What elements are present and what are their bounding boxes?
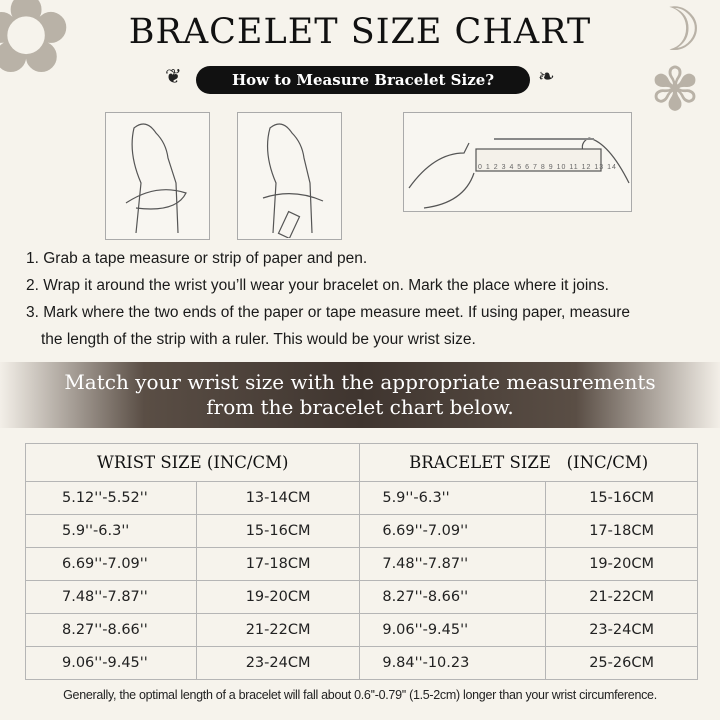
flourish-right-icon: ❧ xyxy=(538,66,555,88)
banner-line-1: Match your wrist size with the appropria… xyxy=(64,370,656,394)
instruction-list: 1. Grab a tape measure or strip of paper… xyxy=(26,245,630,353)
banner-line-2: from the bracelet chart below. xyxy=(206,395,514,419)
bracelet-inches: 5.9''-6.3'' xyxy=(359,481,547,515)
bracelet-inches: 9.06''-9.45'' xyxy=(359,613,547,647)
bracelet-inches: 7.48''-7.87'' xyxy=(359,547,547,581)
wrist-cm: 13-14CM xyxy=(195,481,361,515)
illustration-wrap-wrist xyxy=(105,112,210,240)
wrist-size-header: WRIST SIZE (INC/CM) xyxy=(24,443,361,482)
page-title: BRACELET SIZE CHART xyxy=(128,12,592,52)
step-1: 1. Grab a tape measure or strip of paper… xyxy=(26,250,368,267)
flourish-left-icon: ❦ xyxy=(165,66,182,88)
bracelet-inches: 6.69''-7.09'' xyxy=(359,514,547,548)
lotus-ornament-icon: ✿ xyxy=(0,0,73,96)
bracelet-size-header: BRACELET SIZE (INC/CM) xyxy=(359,443,698,482)
wrist-inches: 6.69''-7.09'' xyxy=(25,547,197,581)
illustration-mark-wrist xyxy=(237,112,342,240)
bracelet-inches: 9.84''-10.23 xyxy=(359,646,547,680)
bracelet-cm: 15-16CM xyxy=(545,481,698,515)
subtitle-pill: How to Measure Bracelet Size? xyxy=(196,66,530,94)
footer-note: Generally, the optimal length of a brace… xyxy=(63,688,657,702)
wrist-inches: 5.12''-5.52'' xyxy=(25,481,197,515)
wrist-inches: 9.06''-9.45'' xyxy=(25,646,197,680)
step-3: 3. Mark where the two ends of the paper … xyxy=(26,304,630,321)
step-3-continued: the length of the strip with a ruler. Th… xyxy=(41,331,476,348)
wrist-inches: 5.9''-6.3'' xyxy=(25,514,197,548)
wrist-inches: 8.27''-8.66'' xyxy=(25,613,197,647)
wrist-cm: 19-20CM xyxy=(195,580,361,614)
wrist-inches: 7.48''-7.87'' xyxy=(25,580,197,614)
step-2: 2. Wrap it around the wrist you’ll wear … xyxy=(26,277,609,294)
bracelet-cm: 25-26CM xyxy=(545,646,698,680)
wrist-cm: 15-16CM xyxy=(195,514,361,548)
table-row: 7.48''-7.87'' 19-20CM 8.27''-8.66'' 21-22CM xyxy=(25,580,698,614)
wrist-cm: 17-18CM xyxy=(195,547,361,581)
bracelet-cm: 23-24CM xyxy=(545,613,698,647)
instruction-banner: Match your wrist size with the appropria… xyxy=(0,362,720,428)
size-chart-table: WRIST SIZE (INC/CM) BRACELET SIZE (INC/C… xyxy=(24,443,698,680)
table-row: 6.69''-7.09'' 17-18CM 7.48''-7.87'' 19-20CM xyxy=(25,547,698,581)
table-header-row: WRIST SIZE (INC/CM) BRACELET SIZE (INC/C… xyxy=(24,443,698,482)
hanging-lotus-ornament-icon: ☽ ✾ xyxy=(648,0,702,123)
bracelet-inches: 8.27''-8.66'' xyxy=(359,580,547,614)
bracelet-cm: 21-22CM xyxy=(545,580,698,614)
table-row: 5.9''-6.3'' 15-16CM 6.69''-7.09'' 17-18CM xyxy=(25,514,698,548)
table-row: 8.27''-8.66'' 21-22CM 9.06''-9.45'' 23-24CM xyxy=(25,613,698,647)
ruler-scale: 0 1 2 3 4 5 6 7 8 9 10 11 12 13 14 xyxy=(478,164,617,171)
wrist-cm: 21-22CM xyxy=(195,613,361,647)
bracelet-cm: 17-18CM xyxy=(545,514,698,548)
illustration-ruler-measure: 0 1 2 3 4 5 6 7 8 9 10 11 12 13 14 xyxy=(403,112,632,212)
bracelet-cm: 19-20CM xyxy=(545,547,698,581)
table-row: 5.12''-5.52'' 13-14CM 5.9''-6.3'' 15-16CM xyxy=(25,481,698,515)
wrist-cm: 23-24CM xyxy=(195,646,361,680)
table-row: 9.06''-9.45'' 23-24CM 9.84''-10.23 25-26CM xyxy=(25,646,698,680)
